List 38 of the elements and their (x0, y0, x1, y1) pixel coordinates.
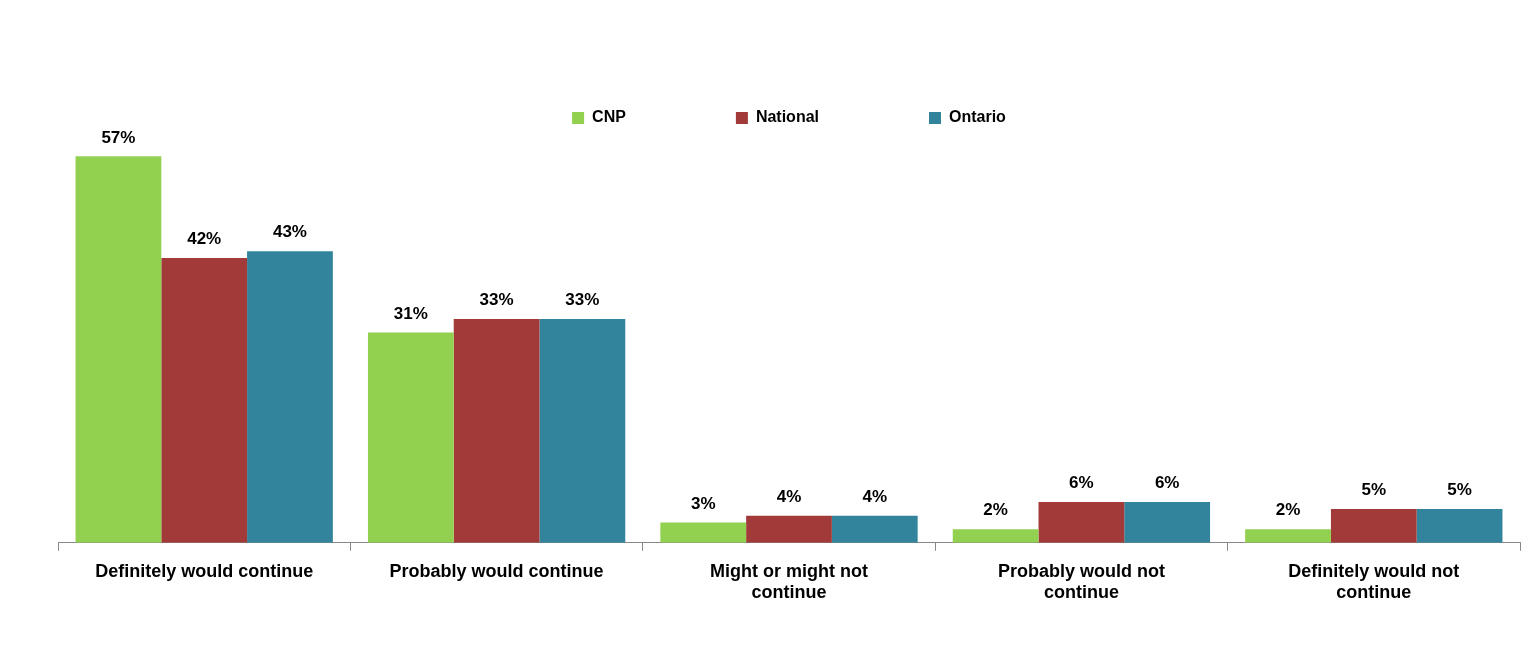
data-label: 3% (690, 493, 716, 513)
bar (453, 319, 540, 543)
data-label: 2% (983, 500, 1008, 520)
data-label: 2% (1275, 500, 1301, 520)
x-tick-label: Definitely would continue (95, 560, 314, 581)
x-tick-label: Definitely would not continue (1288, 560, 1460, 603)
data-label: 6% (1154, 473, 1180, 493)
bar (75, 156, 162, 543)
data-label: 5% (1447, 480, 1472, 500)
legend-label: CNP (592, 108, 627, 126)
data-label: 57% (101, 127, 136, 147)
bar (1416, 508, 1503, 543)
data-label: 33% (479, 290, 514, 310)
data-label: 4% (776, 486, 802, 506)
data-label: 31% (393, 303, 428, 323)
bar (952, 529, 1039, 543)
bar (746, 515, 832, 543)
bar (367, 332, 454, 543)
x-tick-label: Probably would continue (389, 560, 604, 581)
data-label: 4% (862, 486, 888, 506)
bar (831, 515, 918, 543)
x-tick-label: Might or might not continue (710, 560, 868, 603)
bar (161, 258, 248, 543)
bar (539, 319, 626, 543)
data-label: 42% (187, 229, 222, 249)
bar (1038, 502, 1125, 543)
legend-label: National (755, 108, 820, 126)
bar (660, 522, 747, 543)
bar (1124, 502, 1211, 543)
data-label: 5% (1361, 480, 1387, 500)
data-label: 43% (272, 222, 307, 242)
bar (1245, 529, 1331, 543)
bar (1330, 508, 1417, 543)
data-label: 33% (565, 290, 600, 310)
legend-label: Ontario (949, 108, 1007, 126)
bar (247, 251, 333, 543)
x-tick-label: Probably would not continue (997, 560, 1165, 603)
data-label: 6% (1069, 473, 1094, 493)
